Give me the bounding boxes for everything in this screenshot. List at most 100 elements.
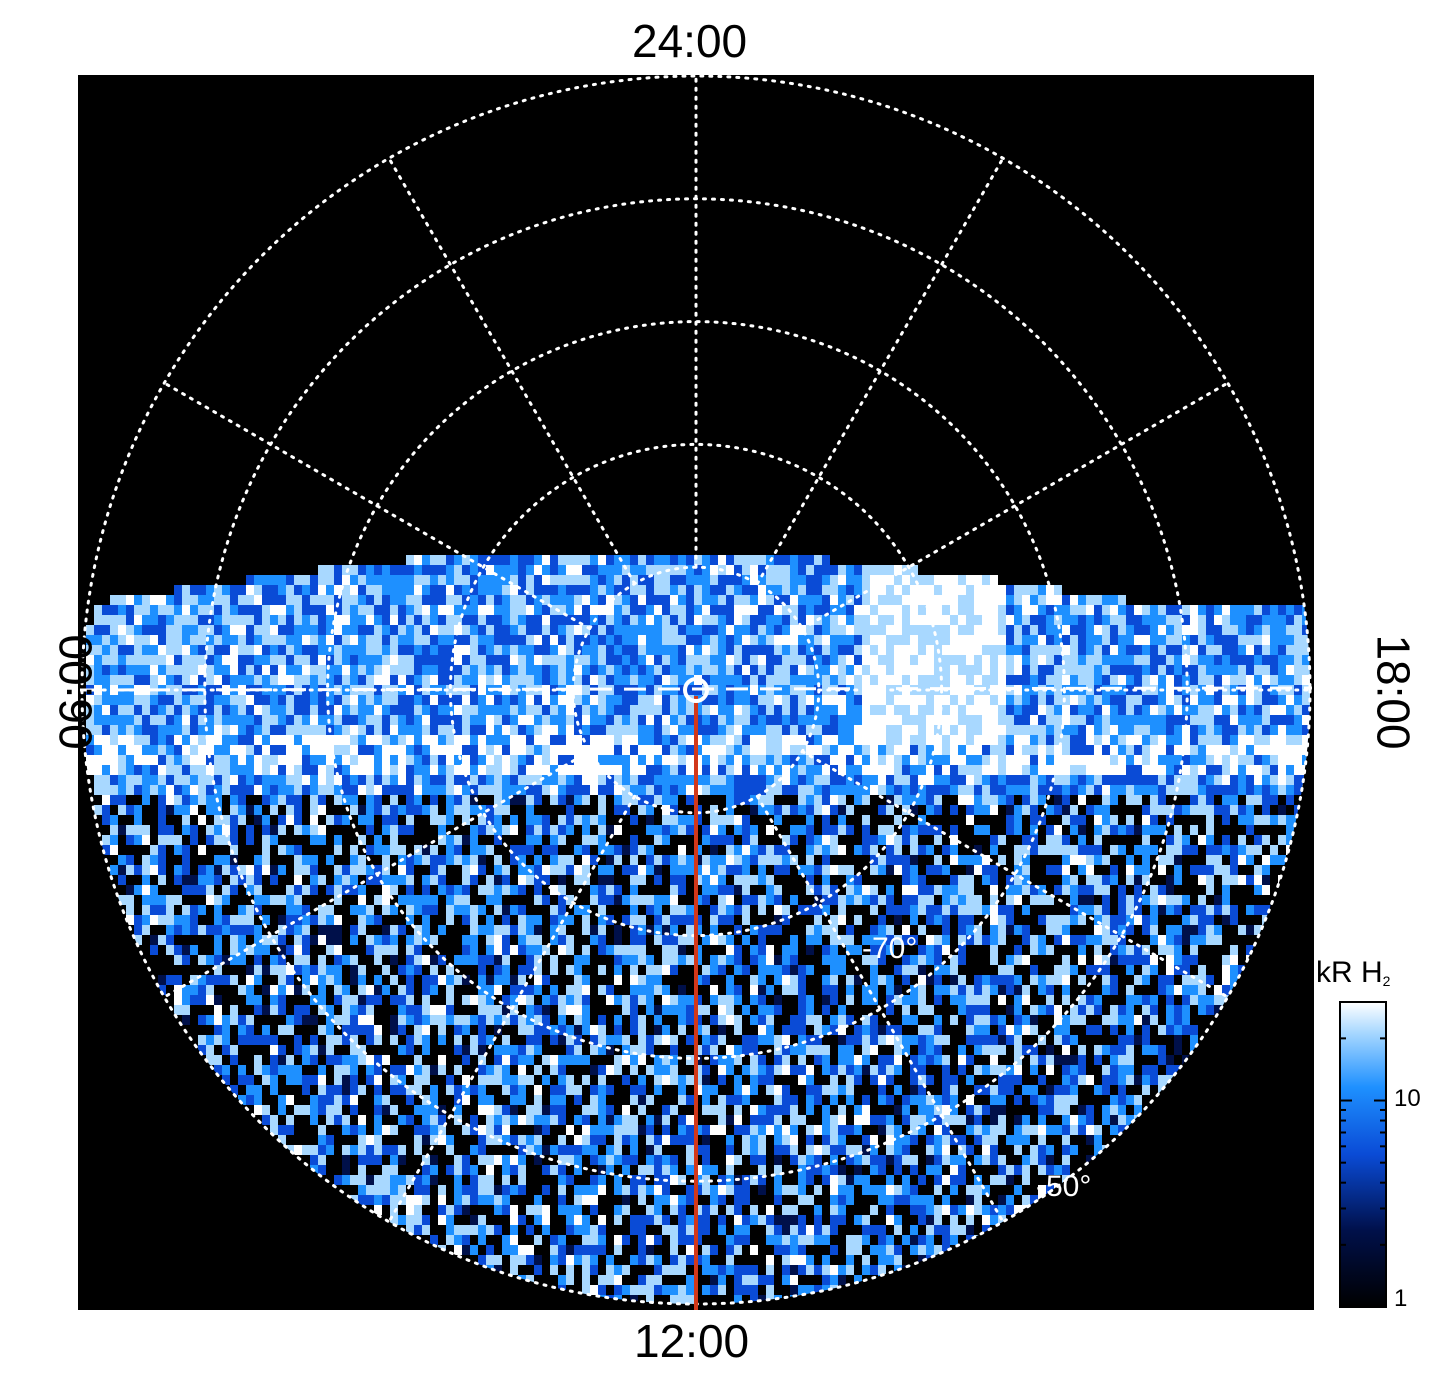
heatmap-cell xyxy=(222,1035,230,1045)
heatmap-cell xyxy=(702,855,710,865)
heatmap-cell xyxy=(566,1115,574,1125)
heatmap-cell xyxy=(542,1155,550,1165)
heatmap-cell xyxy=(350,965,358,975)
heatmap-cell xyxy=(670,815,678,825)
heatmap-cell xyxy=(262,1025,270,1035)
heatmap-cell xyxy=(198,885,206,895)
heatmap-cell xyxy=(686,875,694,885)
heatmap-cell xyxy=(534,815,542,825)
heatmap-cell xyxy=(334,1055,342,1065)
heatmap-cell xyxy=(406,1205,414,1215)
heatmap-cell xyxy=(454,855,462,865)
heatmap-cell xyxy=(246,945,254,955)
heatmap-cell xyxy=(382,1155,390,1165)
heatmap-cell xyxy=(326,915,334,925)
heatmap-cell xyxy=(462,1105,470,1115)
heatmap-cell xyxy=(342,935,350,945)
heatmap-cell xyxy=(206,1055,214,1065)
heatmap-cell xyxy=(630,1225,638,1235)
heatmap-cell xyxy=(486,1245,494,1255)
heatmap-cell xyxy=(262,1015,270,1025)
heatmap-cell xyxy=(478,865,486,875)
heatmap-cell xyxy=(630,815,638,825)
heatmap-cell xyxy=(398,885,406,895)
heatmap-cell xyxy=(574,1015,582,1025)
heatmap-cell xyxy=(278,985,286,995)
heatmap-cell xyxy=(366,1045,374,1055)
heatmap-cell xyxy=(598,1015,606,1025)
heatmap-cell xyxy=(134,885,142,895)
heatmap-cell xyxy=(558,975,566,985)
heatmap-cell xyxy=(374,1135,382,1145)
heatmap-cell xyxy=(614,1205,622,1215)
heatmap-cell xyxy=(326,885,334,895)
heatmap-cell xyxy=(462,985,470,995)
heatmap-cell xyxy=(462,1065,470,1075)
heatmap-cell xyxy=(470,1165,478,1175)
heatmap-cell xyxy=(470,865,478,875)
heatmap-cell xyxy=(174,935,182,945)
heatmap-cell xyxy=(470,995,478,1005)
heatmap-cell xyxy=(678,1265,686,1275)
heatmap-cell xyxy=(374,1155,382,1165)
heatmap-cell xyxy=(150,955,158,965)
heatmap-cell xyxy=(670,1105,678,1115)
heatmap-cell xyxy=(398,1085,406,1095)
heatmap-cell xyxy=(142,865,150,875)
heatmap-cell xyxy=(158,935,166,945)
heatmap-cell xyxy=(486,925,494,935)
heatmap-cell xyxy=(678,815,686,825)
heatmap-cell xyxy=(262,1035,270,1045)
heatmap-cell xyxy=(270,1015,278,1025)
heatmap-cell xyxy=(614,1195,622,1205)
heatmap-cell xyxy=(686,1255,694,1265)
heatmap-cell xyxy=(654,1035,662,1045)
heatmap-cell xyxy=(478,1105,486,1115)
heatmap-cell xyxy=(566,845,574,855)
heatmap-cell xyxy=(686,1105,694,1115)
heatmap-cell xyxy=(454,1085,462,1095)
heatmap-cell xyxy=(422,1225,430,1235)
heatmap-cell xyxy=(534,845,542,855)
heatmap-cell xyxy=(398,1105,406,1115)
heatmap-cell xyxy=(342,1055,350,1065)
heatmap-cell xyxy=(542,845,550,855)
heatmap-cell xyxy=(390,1095,398,1105)
heatmap-cell xyxy=(726,895,734,905)
heatmap-cell xyxy=(342,1155,350,1165)
heatmap-cell xyxy=(246,875,254,885)
heatmap-cell xyxy=(214,845,222,855)
heatmap-cell xyxy=(670,1155,678,1165)
heatmap-cell xyxy=(390,1035,398,1045)
heatmap-cell xyxy=(334,965,342,975)
heatmap-cell xyxy=(622,875,630,885)
heatmap-cell xyxy=(662,1085,670,1095)
heatmap-cell xyxy=(310,1155,318,1165)
heatmap-cell xyxy=(638,1165,646,1175)
heatmap-cell xyxy=(390,1015,398,1025)
heatmap-cell xyxy=(678,1135,686,1145)
heatmap-cell xyxy=(662,1185,670,1195)
heatmap-cell xyxy=(550,885,558,895)
heatmap-cell xyxy=(702,1055,710,1065)
heatmap-cell xyxy=(646,1065,654,1075)
heatmap-cell xyxy=(366,895,374,905)
heatmap-cell xyxy=(374,835,382,845)
heatmap-cell xyxy=(686,1015,694,1025)
heatmap-cell xyxy=(526,1245,534,1255)
heatmap-cell xyxy=(142,935,150,945)
heatmap-cell xyxy=(278,825,286,835)
heatmap-cell xyxy=(462,1245,470,1255)
heatmap-cell xyxy=(222,835,230,845)
heatmap-cell xyxy=(206,855,214,865)
heatmap-cell xyxy=(678,855,686,865)
heatmap-cell xyxy=(254,845,262,855)
heatmap-cell xyxy=(510,1065,518,1075)
heatmap-cell xyxy=(134,925,142,935)
heatmap-cell xyxy=(422,925,430,935)
heatmap-cell xyxy=(230,945,238,955)
heatmap-cell xyxy=(726,1195,734,1205)
heatmap-cell xyxy=(294,835,302,845)
heatmap-cell xyxy=(126,805,134,815)
heatmap-cell xyxy=(518,1165,526,1175)
